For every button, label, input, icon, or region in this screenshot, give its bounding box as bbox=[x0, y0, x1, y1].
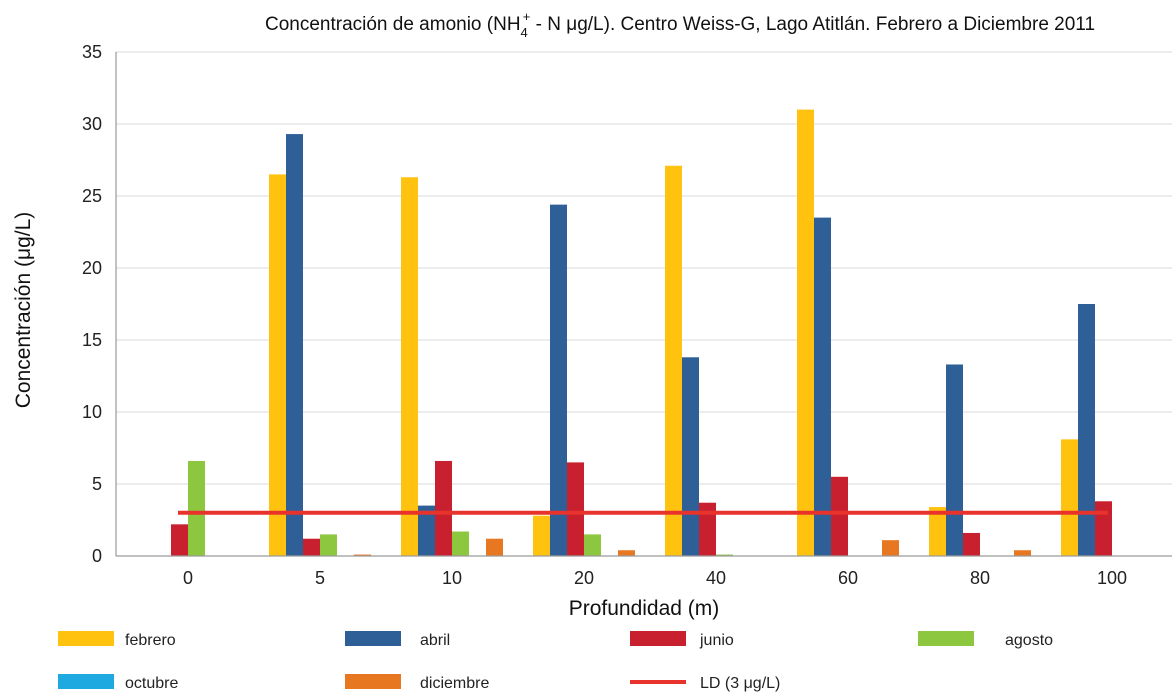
bar-febrero-40 bbox=[665, 165, 682, 556]
chart-title-suffix: - N μg/L). Centro Weiss-G, Lago Atitlán.… bbox=[530, 14, 1095, 35]
bar-agosto-10 bbox=[452, 531, 469, 556]
x-tick-label-40: 40 bbox=[706, 568, 726, 588]
legend-label-febrero: febrero bbox=[125, 632, 176, 649]
legend-label-abril: abril bbox=[420, 632, 450, 649]
bar-febrero-100 bbox=[1061, 439, 1078, 556]
chart-title-subscript: 4 bbox=[521, 25, 528, 40]
legend-swatch-octubre bbox=[58, 674, 114, 689]
legend-swatch-febrero bbox=[58, 631, 114, 646]
bar-junio-20 bbox=[567, 462, 584, 556]
bar-junio-0 bbox=[171, 524, 188, 556]
bar-junio-10 bbox=[435, 460, 452, 556]
bar-junio-100 bbox=[1095, 501, 1112, 556]
bar-febrero-80 bbox=[929, 507, 946, 556]
y-tick-label-25: 25 bbox=[82, 186, 102, 206]
bar-febrero-20 bbox=[533, 515, 550, 556]
bar-agosto-5 bbox=[320, 534, 337, 556]
y-axis-title: Concentración (μg/L) bbox=[12, 212, 35, 409]
x-tick-label-0: 0 bbox=[183, 568, 193, 588]
bar-abril-20 bbox=[550, 204, 567, 556]
bar-diciembre-60 bbox=[882, 540, 899, 556]
bar-junio-60 bbox=[831, 476, 848, 556]
bar-agosto-40 bbox=[716, 554, 733, 556]
chart-title-superscript: + bbox=[523, 9, 531, 24]
y-tick-label-35: 35 bbox=[82, 42, 102, 62]
x-tick-label-60: 60 bbox=[838, 568, 858, 588]
y-tick-label-15: 15 bbox=[82, 330, 102, 350]
x-axis-title: Profundidad (m) bbox=[569, 597, 720, 620]
bar-abril-40 bbox=[682, 357, 699, 556]
bar-febrero-10 bbox=[401, 177, 418, 556]
legend-label-junio: junio bbox=[699, 632, 734, 649]
chart-title-prefix: Concentración de amonio (NH bbox=[265, 14, 521, 35]
legend-swatch-junio bbox=[630, 631, 686, 646]
legend: febrero abril junio agosto octubre diciembre L… bbox=[58, 631, 1053, 692]
bar-abril-60 bbox=[814, 217, 831, 556]
bars-layer bbox=[171, 109, 1112, 556]
legend-label-octubre: octubre bbox=[125, 675, 178, 692]
bar-junio-40 bbox=[699, 502, 716, 556]
bar-febrero-5 bbox=[269, 174, 286, 556]
x-tick-label-20: 20 bbox=[574, 568, 594, 588]
bar-junio-80 bbox=[963, 532, 980, 556]
bar-diciembre-5 bbox=[354, 554, 371, 556]
bar-diciembre-20 bbox=[618, 550, 635, 556]
axes-layer: 0 5 10 15 20 25 30 35 0 5 10 20 40 60 80 100 bbox=[82, 42, 1172, 588]
x-tick-label-10: 10 bbox=[442, 568, 462, 588]
bar-diciembre-80 bbox=[1014, 550, 1031, 556]
y-tick-label-10: 10 bbox=[82, 402, 102, 422]
legend-label-ld: LD (3 μg/L) bbox=[700, 675, 780, 692]
bar-abril-80 bbox=[946, 364, 963, 556]
y-tick-label-30: 30 bbox=[82, 114, 102, 134]
chart-title: Concentración de amonio (NH4+ - N μg/L).… bbox=[265, 9, 1095, 40]
y-tick-label-20: 20 bbox=[82, 258, 102, 278]
legend-swatch-agosto bbox=[918, 631, 974, 646]
bar-abril-10 bbox=[418, 505, 435, 556]
bar-agosto-20 bbox=[584, 534, 601, 556]
y-tick-label-5: 5 bbox=[92, 474, 102, 494]
bar-febrero-60 bbox=[797, 109, 814, 556]
x-tick-label-100: 100 bbox=[1097, 568, 1127, 588]
legend-label-diciembre: diciembre bbox=[420, 675, 489, 692]
x-tick-label-5: 5 bbox=[315, 568, 325, 588]
bar-abril-100 bbox=[1078, 304, 1095, 556]
bar-junio-5 bbox=[303, 538, 320, 556]
legend-swatch-diciembre bbox=[345, 674, 401, 689]
bar-diciembre-10 bbox=[486, 538, 503, 556]
legend-label-agosto: agosto bbox=[1005, 632, 1053, 649]
x-tick-label-80: 80 bbox=[970, 568, 990, 588]
bar-agosto-0 bbox=[188, 460, 205, 556]
bar-abril-5 bbox=[286, 134, 303, 556]
y-tick-label-0: 0 bbox=[92, 546, 102, 566]
legend-swatch-abril bbox=[345, 631, 401, 646]
